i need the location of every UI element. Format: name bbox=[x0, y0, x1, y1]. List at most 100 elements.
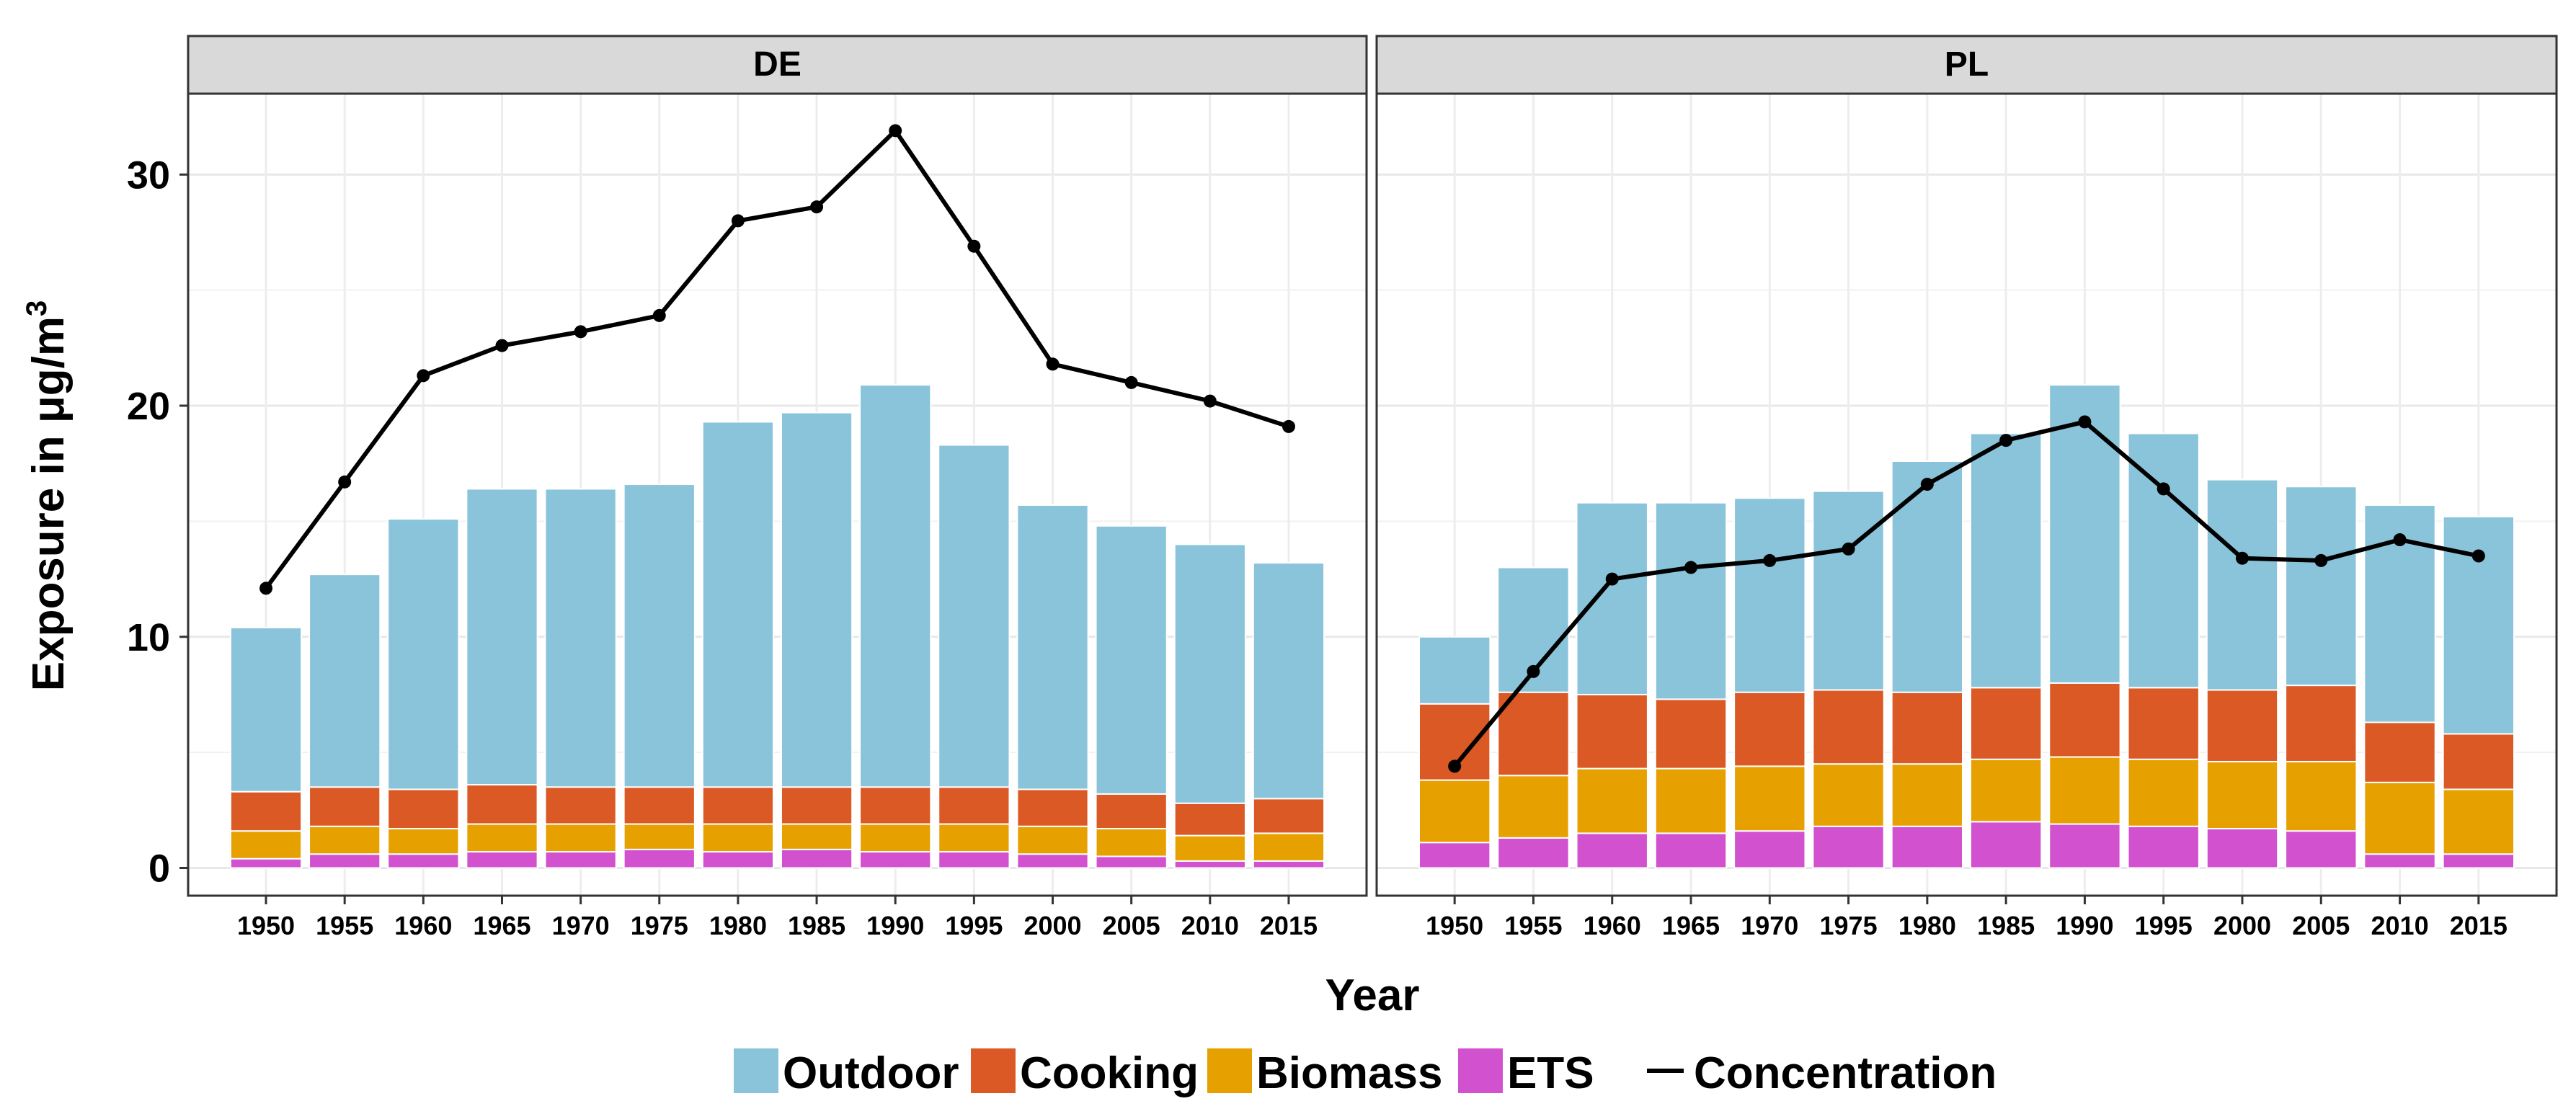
bar-de-cooking-1985 bbox=[780, 786, 853, 825]
x-tick-label: 1960 bbox=[1584, 911, 1641, 940]
concentration-point-pl-2010 bbox=[2393, 533, 2407, 547]
panel-de: DE 1950 1955 1960 1965 1970 1975 1980 1985 1990 1… bbox=[187, 35, 1368, 940]
concentration-point-de-1950 bbox=[259, 581, 273, 595]
bar-de-biomass-1960 bbox=[387, 827, 460, 855]
bar-pl-ets-1950 bbox=[1418, 842, 1491, 869]
bar-de-cooking-2015 bbox=[1252, 798, 1325, 834]
concentration-point-de-2010 bbox=[1203, 394, 1217, 408]
concentration-point-pl-1950 bbox=[1448, 759, 1462, 773]
bar-pl-ets-1985 bbox=[1969, 821, 2043, 869]
bar-pl-biomass-1980 bbox=[1891, 763, 1964, 827]
panel-de-bars bbox=[229, 384, 1325, 869]
bar-de-outdoor-1975 bbox=[623, 484, 696, 788]
x-tick-label: 2005 bbox=[2292, 911, 2350, 940]
bar-pl-cooking-2005 bbox=[2285, 685, 2358, 762]
bar-pl-cooking-2010 bbox=[2363, 721, 2436, 783]
bar-de-outdoor-1980 bbox=[701, 421, 775, 788]
y-tick-label: 30 bbox=[127, 153, 170, 197]
bar-de-cooking-1950 bbox=[229, 790, 303, 832]
panel-de-concentration bbox=[259, 124, 1295, 595]
bar-pl-cooking-1965 bbox=[1654, 698, 1728, 770]
bar-de-cooking-1990 bbox=[859, 786, 932, 825]
bar-pl-cooking-1970 bbox=[1733, 691, 1806, 767]
bar-pl-ets-1990 bbox=[2048, 823, 2121, 869]
bar-de-ets-1950 bbox=[229, 857, 303, 869]
bar-pl-biomass-2010 bbox=[2363, 781, 2436, 855]
x-tick-label: 1955 bbox=[316, 911, 373, 940]
bar-pl-biomass-1970 bbox=[1733, 765, 1806, 832]
bar-de-cooking-1965 bbox=[466, 784, 538, 825]
y-axis: 0 10 20 30 bbox=[127, 153, 188, 891]
bar-pl-outdoor-1975 bbox=[1812, 490, 1885, 691]
bar-pl-ets-1960 bbox=[1576, 832, 1648, 869]
x-tick-label: 2015 bbox=[2450, 911, 2508, 940]
bar-pl-outdoor-1970 bbox=[1733, 497, 1806, 693]
concentration-point-de-2000 bbox=[1046, 357, 1060, 371]
bar-pl-cooking-1955 bbox=[1497, 691, 1570, 777]
bar-de-ets-1970 bbox=[544, 851, 617, 869]
bar-pl-biomass-2000 bbox=[2206, 760, 2279, 829]
bar-pl-ets-1970 bbox=[1733, 830, 1806, 869]
x-tick-label: 1975 bbox=[631, 911, 688, 940]
panel-de-strip bbox=[187, 35, 1368, 95]
legend-item-concentration: Concentration bbox=[1647, 1048, 1997, 1098]
bar-pl-biomass-1975 bbox=[1812, 763, 1885, 827]
bar-pl-outdoor-1985 bbox=[1969, 432, 2043, 689]
y-tick-label: 20 bbox=[127, 385, 170, 428]
bar-de-outdoor-2010 bbox=[1173, 543, 1246, 804]
y-tick-label: 0 bbox=[148, 847, 170, 891]
bar-pl-cooking-2000 bbox=[2206, 689, 2279, 762]
bar-pl-biomass-1965 bbox=[1654, 767, 1728, 834]
legend-item-cooking: Cooking bbox=[971, 1048, 1199, 1098]
bar-pl-ets-1975 bbox=[1812, 825, 1885, 869]
bar-de-cooking-1955 bbox=[308, 786, 381, 827]
x-tick-label: 2005 bbox=[1103, 911, 1160, 940]
bar-pl-outdoor-2000 bbox=[2206, 478, 2279, 691]
panel-pl-strip-label: PL bbox=[1945, 45, 1989, 84]
bar-pl-ets-1955 bbox=[1497, 837, 1570, 869]
panel-de-strip-label: DE bbox=[753, 45, 801, 84]
bar-de-biomass-1980 bbox=[701, 823, 775, 853]
legend-label-ets: ETS bbox=[1507, 1048, 1594, 1098]
x-tick-label: 1990 bbox=[2056, 911, 2113, 940]
bar-pl-outdoor-1965 bbox=[1654, 502, 1728, 700]
x-axis-title: Year bbox=[1325, 971, 1419, 1020]
x-tick-label: 1985 bbox=[788, 911, 845, 940]
bar-de-biomass-1985 bbox=[780, 823, 853, 850]
panel-de-border bbox=[187, 92, 1368, 897]
bar-pl-cooking-1985 bbox=[1969, 687, 2043, 760]
concentration-point-pl-1965 bbox=[1684, 561, 1698, 574]
bar-de-ets-2005 bbox=[1095, 855, 1168, 869]
legend-label-cooking: Cooking bbox=[1020, 1048, 1199, 1098]
legend-swatch-ets bbox=[1458, 1048, 1503, 1093]
legend-label-concentration: Concentration bbox=[1694, 1048, 1997, 1098]
concentration-line-de bbox=[264, 128, 1289, 590]
bar-de-ets-2015 bbox=[1252, 860, 1325, 869]
bar-de-biomass-1955 bbox=[308, 825, 381, 855]
x-tick-label: 2000 bbox=[1023, 911, 1081, 940]
concentration-point-de-1965 bbox=[495, 339, 509, 352]
concentration-point-pl-1970 bbox=[1763, 553, 1777, 567]
x-tick-label: 1950 bbox=[237, 911, 295, 940]
legend-swatch-cooking bbox=[971, 1048, 1016, 1093]
x-tick-label: 1955 bbox=[1504, 911, 1562, 940]
panel-pl-background bbox=[1377, 94, 2557, 896]
x-tick-label: 2010 bbox=[1181, 911, 1239, 940]
bar-pl-cooking-1990 bbox=[2048, 682, 2121, 758]
concentration-point-pl-1985 bbox=[1999, 434, 2013, 447]
bar-de-biomass-2015 bbox=[1252, 832, 1325, 862]
legend-swatch-outdoor bbox=[734, 1048, 778, 1093]
legend-swatch-biomass bbox=[1207, 1048, 1252, 1093]
concentration-point-pl-1980 bbox=[1920, 478, 1934, 491]
x-tick-label: 1950 bbox=[1426, 911, 1483, 940]
bar-de-outdoor-1950 bbox=[229, 626, 303, 793]
bar-pl-ets-1980 bbox=[1891, 825, 1964, 869]
concentration-point-de-1960 bbox=[417, 369, 430, 383]
bar-pl-outdoor-2005 bbox=[2285, 486, 2358, 687]
bar-de-ets-1990 bbox=[859, 851, 932, 869]
bar-de-outdoor-1965 bbox=[466, 488, 538, 786]
bar-pl-ets-1995 bbox=[2127, 825, 2200, 869]
x-tick-label: 1995 bbox=[945, 911, 1003, 940]
bar-de-cooking-2000 bbox=[1016, 788, 1089, 827]
concentration-point-pl-2015 bbox=[2471, 549, 2485, 563]
